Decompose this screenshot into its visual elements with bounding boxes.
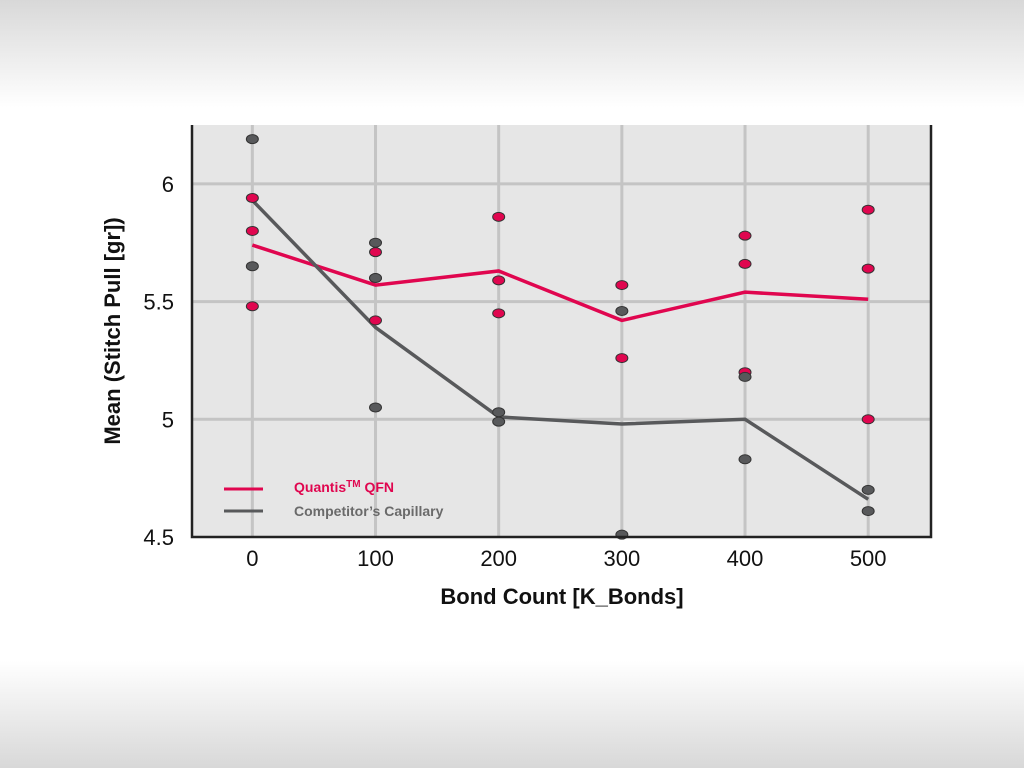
data-point-quantis — [861, 414, 875, 425]
y-axis-label: Mean (Stitch Pull [gr]) — [100, 217, 125, 444]
tick-labels: 0 100 200 300 400 500 4.5 5 5.5 6 — [143, 172, 886, 571]
data-point-competitor — [492, 407, 506, 418]
data-point-quantis — [492, 275, 506, 286]
data-point-quantis — [861, 263, 875, 274]
x-tick-label: 400 — [727, 546, 764, 571]
y-tick-label: 5 — [162, 407, 174, 432]
data-point-competitor — [861, 506, 875, 517]
x-tick-label: 500 — [850, 546, 887, 571]
data-point-competitor — [369, 273, 383, 284]
data-point-competitor — [369, 402, 383, 413]
plot-area — [192, 125, 931, 537]
data-point-competitor — [615, 305, 629, 316]
data-point-competitor — [738, 371, 752, 382]
data-point-quantis — [861, 204, 875, 215]
data-point-competitor — [738, 454, 752, 465]
data-point-quantis — [738, 230, 752, 241]
x-tick-label: 300 — [603, 546, 640, 571]
data-point-competitor — [245, 261, 259, 272]
x-tick-label: 0 — [246, 546, 258, 571]
data-point-competitor — [492, 416, 506, 427]
y-tick-label: 4.5 — [143, 525, 174, 550]
x-axis-label: Bond Count [K_Bonds] — [440, 584, 683, 609]
data-point-quantis — [245, 225, 259, 236]
x-tick-label: 100 — [357, 546, 394, 571]
data-point-quantis — [245, 301, 259, 312]
series-lines — [251, 199, 870, 501]
data-point-competitor — [245, 134, 259, 145]
mean-line-quantis — [251, 243, 869, 323]
plot-frame — [190, 125, 933, 539]
data-point-quantis — [245, 192, 259, 203]
data-points — [245, 134, 875, 540]
x-tick-label: 200 — [480, 546, 517, 571]
mean-line-competitor — [251, 199, 870, 501]
data-point-quantis — [369, 315, 383, 326]
data-point-quantis — [615, 353, 629, 364]
data-point-competitor — [369, 237, 383, 248]
data-point-quantis — [492, 308, 506, 319]
data-point-quantis — [615, 280, 629, 291]
legend-label-quantis: QuantisTM QFN — [294, 479, 394, 495]
legend-label-competitor: Competitor’s Capillary — [294, 503, 444, 519]
y-tick-label: 6 — [162, 172, 174, 197]
y-tick-label: 5.5 — [143, 290, 174, 315]
data-point-quantis — [492, 211, 506, 222]
legend: QuantisTM QFN Competitor’s Capillary — [224, 479, 444, 519]
data-point-competitor — [861, 484, 875, 495]
data-point-quantis — [369, 247, 383, 258]
data-point-quantis — [738, 258, 752, 269]
